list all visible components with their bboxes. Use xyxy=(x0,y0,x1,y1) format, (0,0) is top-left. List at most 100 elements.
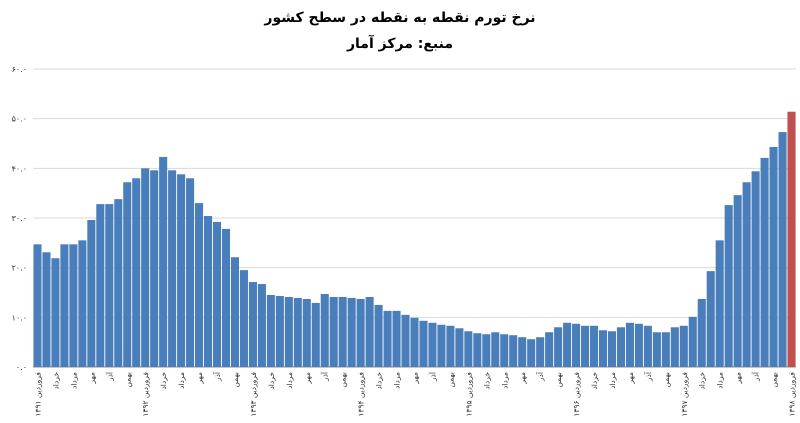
bar xyxy=(482,334,491,367)
x-tick-label: آذر xyxy=(751,371,761,382)
x-tick-label: خرداد xyxy=(51,372,60,390)
bar xyxy=(195,203,204,367)
bar xyxy=(230,257,240,367)
bar xyxy=(266,294,275,367)
bar xyxy=(428,322,437,367)
bar xyxy=(320,293,329,367)
bar xyxy=(347,297,356,367)
bar xyxy=(724,205,733,367)
bar xyxy=(634,323,643,367)
bar xyxy=(715,240,724,367)
bar xyxy=(509,335,518,367)
bar xyxy=(141,168,150,367)
x-tick-label: خرداد xyxy=(590,372,599,390)
bar xyxy=(751,171,760,367)
x-tick-label: بهمن xyxy=(123,372,132,388)
bar xyxy=(652,332,661,367)
bar xyxy=(572,323,581,367)
bar xyxy=(536,337,545,367)
x-tick-label: مهر xyxy=(411,372,420,385)
bar xyxy=(87,219,96,367)
bar xyxy=(607,331,617,367)
bar xyxy=(204,216,213,367)
x-tick-label: آذر xyxy=(643,371,653,382)
bar xyxy=(500,334,509,367)
x-tick-label: مرداد xyxy=(500,372,509,389)
x-tick-label: آذر xyxy=(104,371,114,382)
bar xyxy=(150,170,159,367)
x-tick-label: آذر xyxy=(212,371,222,382)
bar xyxy=(545,332,554,367)
x-tick-label: مهر xyxy=(195,372,204,385)
bar xyxy=(437,324,446,367)
y-tick-label: ۵۰.۰ xyxy=(12,115,27,124)
bar xyxy=(69,244,78,367)
bar xyxy=(248,282,257,367)
bar xyxy=(563,322,572,367)
x-tick-label: بهمن xyxy=(554,372,563,388)
x-tick-label: مرداد xyxy=(716,372,725,389)
bar xyxy=(392,310,401,367)
x-tick-label: فروردین ۱۳۹۸ xyxy=(788,372,797,417)
bar xyxy=(311,302,320,367)
bar xyxy=(554,327,563,367)
x-tick-label: بهمن xyxy=(662,372,671,388)
bar xyxy=(105,204,114,367)
x-tick-label: بهمن xyxy=(231,372,240,388)
bar xyxy=(114,199,123,367)
x-tick-label: فروردین ۱۳۹۲ xyxy=(141,372,150,417)
bar xyxy=(132,178,141,367)
bar xyxy=(518,337,527,367)
x-tick-label: فروردین ۱۳۹۱ xyxy=(33,372,42,417)
x-tick-label: مهر xyxy=(734,372,743,385)
x-tick-label: آذر xyxy=(320,371,330,382)
x-tick-label: بهمن xyxy=(446,372,455,388)
x-tick-label: مرداد xyxy=(393,372,402,389)
bar xyxy=(733,195,742,367)
bar xyxy=(302,298,311,367)
bar xyxy=(589,325,599,367)
x-tick-label: فروردین ۱۳۹۷ xyxy=(680,372,689,417)
chart-title: نرخ تورم نقطه به نقطه در سطح کشور xyxy=(263,10,535,26)
x-tick-label: فروردین ۱۳۹۶ xyxy=(572,372,581,417)
bar xyxy=(598,330,608,367)
bar xyxy=(159,156,168,367)
bar xyxy=(778,132,787,367)
bar xyxy=(78,240,87,367)
bar xyxy=(455,328,464,367)
bar xyxy=(401,314,410,367)
x-tick-label: مهر xyxy=(626,372,635,385)
bar xyxy=(293,297,302,367)
bar xyxy=(42,252,51,367)
y-tick-label: ۳۰.۰ xyxy=(12,214,27,223)
x-tick-label: بهمن xyxy=(339,372,348,388)
x-tick-label: خرداد xyxy=(482,372,491,390)
bar xyxy=(257,284,266,367)
bar xyxy=(374,304,383,367)
bar xyxy=(51,258,60,367)
bar xyxy=(177,174,186,367)
x-tick-label: خرداد xyxy=(159,372,168,390)
x-tick-label: بهمن xyxy=(770,372,779,388)
x-tick-label: خرداد xyxy=(267,372,276,390)
bar xyxy=(338,296,347,367)
bar xyxy=(410,317,419,367)
y-tick-label: ۴۰.۰ xyxy=(12,164,27,173)
bar xyxy=(60,244,69,367)
bar xyxy=(284,296,293,367)
bar xyxy=(123,182,132,367)
bar xyxy=(329,296,338,367)
x-tick-label: مرداد xyxy=(177,372,186,389)
y-tick-label: ۱۰.۰ xyxy=(12,313,27,322)
bar xyxy=(446,325,455,367)
bar xyxy=(239,270,248,367)
x-tick-label: مرداد xyxy=(285,372,294,389)
bar xyxy=(760,157,769,367)
bar xyxy=(742,182,751,367)
bar xyxy=(168,170,177,367)
bar xyxy=(769,146,778,367)
x-tick-label: مهر xyxy=(518,372,527,385)
y-tick-label: ۶۰.۰ xyxy=(12,65,27,74)
bar xyxy=(491,332,500,367)
